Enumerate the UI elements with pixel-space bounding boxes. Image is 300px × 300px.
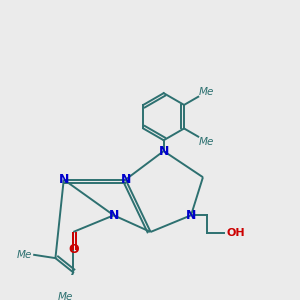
Text: OH: OH	[226, 228, 245, 238]
Text: Me: Me	[17, 250, 32, 260]
Text: N: N	[186, 209, 196, 222]
Text: Me: Me	[198, 137, 214, 147]
Text: N: N	[58, 173, 69, 186]
Text: Me: Me	[198, 87, 214, 97]
Text: N: N	[109, 209, 119, 222]
Text: N: N	[158, 145, 169, 158]
Text: Me: Me	[57, 292, 73, 300]
Text: N: N	[120, 173, 131, 186]
Text: O: O	[68, 243, 79, 256]
